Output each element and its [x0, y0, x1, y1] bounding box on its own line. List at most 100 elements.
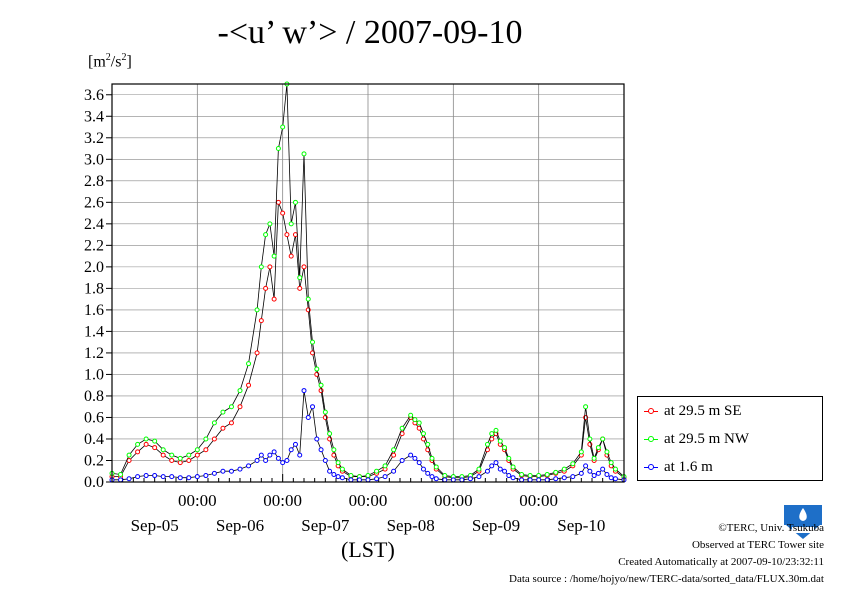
- data-point-2: [284, 457, 290, 463]
- data-point-1: [258, 264, 264, 270]
- legend-label-low: at 1.6 m: [664, 459, 713, 475]
- data-point-2: [433, 476, 439, 482]
- data-point-2: [553, 476, 559, 482]
- legend-marker-se: [644, 407, 658, 417]
- data-point-2: [288, 447, 294, 453]
- data-point-2: [275, 455, 281, 461]
- data-point-2: [318, 447, 324, 453]
- data-point-2: [608, 475, 614, 481]
- data-point-1: [604, 449, 610, 455]
- data-point-1: [570, 461, 576, 467]
- data-point-1: [275, 146, 281, 152]
- data-point-2: [527, 477, 533, 483]
- x-tick-label: 00:00: [434, 491, 473, 510]
- data-point-1: [126, 452, 132, 458]
- data-point-2: [561, 475, 567, 481]
- x-tick-label: 00:00: [263, 491, 302, 510]
- unit-text: [m: [88, 53, 106, 71]
- data-point-1: [489, 431, 495, 437]
- data-point-2: [348, 477, 354, 483]
- data-point-2: [126, 476, 132, 482]
- y-tick-label: 3.6: [84, 87, 104, 104]
- legend-marker-nw: [644, 435, 658, 445]
- data-point-2: [327, 468, 333, 474]
- data-point-2: [583, 463, 589, 469]
- data-point-0: [143, 441, 149, 447]
- data-point-0: [284, 232, 290, 238]
- copyright-text: ©TERC, Univ. Tsukuba: [718, 522, 824, 534]
- y-tick-label: 1.8: [84, 280, 104, 297]
- unit-sup-1: 2: [105, 52, 111, 63]
- data-point-2: [570, 474, 576, 480]
- y-tick-label: 2.6: [84, 194, 104, 211]
- y-tick-label: 1.6: [84, 302, 104, 319]
- data-point-1: [322, 409, 328, 415]
- data-point-2: [408, 452, 414, 458]
- data-point-0: [160, 452, 166, 458]
- data-point-2: [604, 471, 610, 477]
- data-point-1: [553, 469, 559, 475]
- data-point-2: [536, 477, 542, 483]
- x-day-label: Sep-09: [472, 516, 520, 535]
- data-point-1: [608, 460, 614, 466]
- data-point-2: [305, 414, 311, 420]
- data-point-1: [544, 471, 550, 477]
- data-point-1: [408, 412, 414, 418]
- data-point-1: [536, 473, 542, 479]
- unit-mid: /s: [110, 53, 122, 71]
- data-point-2: [220, 468, 226, 474]
- data-point-2: [339, 475, 345, 481]
- data-point-2: [297, 452, 303, 458]
- data-point-2: [246, 463, 252, 469]
- y-tick-label: 2.2: [84, 237, 104, 254]
- data-point-1: [169, 452, 175, 458]
- data-point-1: [237, 388, 243, 394]
- data-point-1: [318, 382, 324, 388]
- x-tick-label: 00:00: [178, 491, 217, 510]
- data-point-2: [177, 475, 183, 481]
- data-point-1: [135, 441, 141, 447]
- source-text: Data source : /home/hojyo/new/TERC-data/…: [509, 573, 824, 585]
- data-point-2: [169, 474, 175, 480]
- data-point-1: [263, 232, 269, 238]
- x-day-label: Sep-08: [387, 516, 435, 535]
- data-point-1: [374, 468, 380, 474]
- y-tick-label: 0.6: [84, 409, 104, 426]
- data-point-1: [143, 436, 149, 442]
- data-point-1: [561, 466, 567, 472]
- data-point-0: [263, 285, 269, 291]
- y-tick-label: 2.4: [84, 216, 104, 233]
- data-point-1: [327, 431, 333, 437]
- chart-title: -<u’ w’> / 2007-09-10: [217, 14, 523, 51]
- x-day-label: Sep-06: [216, 516, 264, 535]
- data-point-0: [275, 199, 281, 205]
- data-point-0: [246, 382, 252, 388]
- data-point-0: [301, 264, 307, 270]
- data-point-1: [382, 463, 388, 469]
- data-point-2: [228, 468, 234, 474]
- data-point-1: [493, 427, 499, 433]
- data-point-2: [502, 468, 508, 474]
- data-point-2: [587, 468, 593, 474]
- data-point-0: [237, 404, 243, 410]
- data-point-1: [484, 441, 490, 447]
- data-point-1: [595, 445, 601, 451]
- unit-end: ]: [126, 53, 132, 71]
- data-point-2: [314, 436, 320, 442]
- y-tick-label: 0.8: [84, 388, 104, 405]
- y-tick-label: 3.4: [84, 108, 104, 125]
- data-point-1: [420, 431, 426, 437]
- data-point-2: [335, 474, 341, 480]
- data-point-1: [416, 420, 422, 426]
- data-point-1: [297, 275, 303, 281]
- data-point-1: [280, 124, 286, 130]
- data-point-2: [152, 473, 158, 479]
- data-point-2: [612, 476, 618, 482]
- data-point-1: [335, 460, 341, 466]
- data-point-1: [305, 296, 311, 302]
- legend-item-nw: at 29.5 m NW: [644, 428, 749, 450]
- x-tick-label: 00:00: [519, 491, 558, 510]
- x-day-label: Sep-05: [131, 516, 179, 535]
